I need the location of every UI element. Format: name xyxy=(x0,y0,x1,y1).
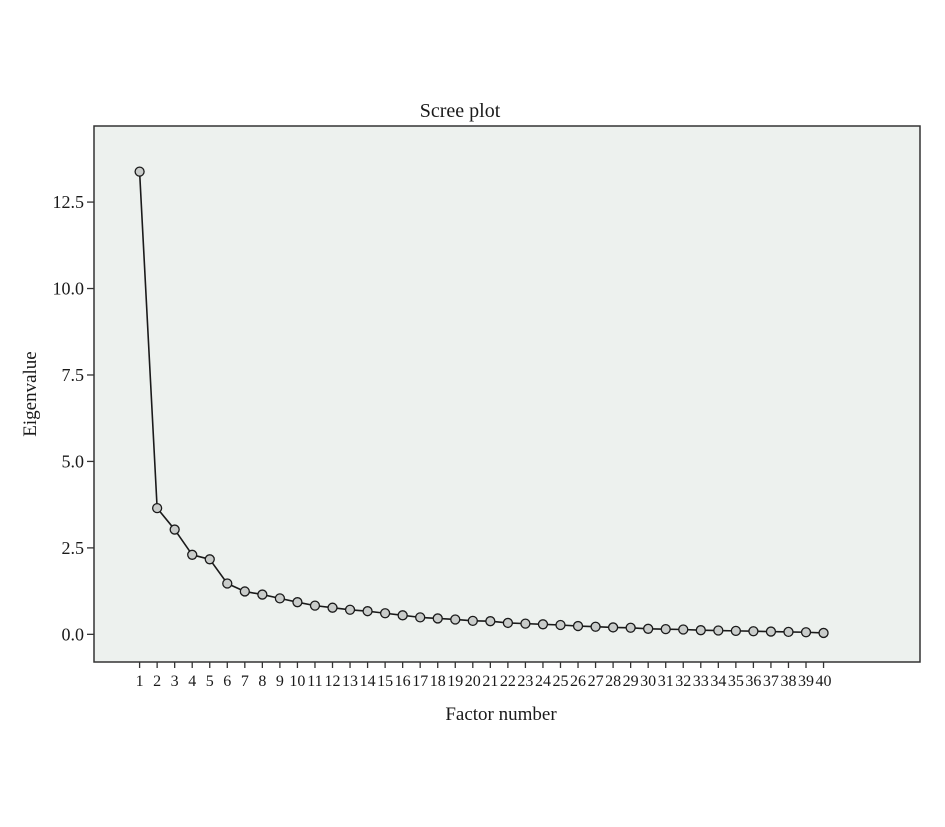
data-point xyxy=(344,604,356,615)
x-tick-label: 20 xyxy=(465,673,481,690)
data-point xyxy=(257,589,268,600)
x-tick-label: 18 xyxy=(430,673,446,690)
data-point xyxy=(607,622,619,633)
x-tick-label: 25 xyxy=(552,673,568,690)
data-point xyxy=(292,597,303,608)
x-axis-label: Factor number xyxy=(445,704,557,725)
y-tick-label: 12.5 xyxy=(53,192,85,212)
x-axis: 1 2 3 4 5 6 7 8 9 10 11 12 13 14 15 16 17 18 19 20 21 22 23 24 2… xyxy=(136,662,832,690)
x-tick-label: 19 xyxy=(447,673,463,690)
x-tick-label: 12 xyxy=(325,673,341,690)
data-line-layer xyxy=(138,171,824,634)
x-tick-label: 17 xyxy=(412,673,428,690)
x-tick-label: 30 xyxy=(640,673,656,690)
x-tick-label: 13 xyxy=(342,673,358,690)
data-point xyxy=(134,166,145,177)
data-point xyxy=(432,613,443,624)
x-tick-label: 7 xyxy=(241,673,249,690)
x-tick-label: 3 xyxy=(171,673,179,690)
x-tick-label: 1 xyxy=(136,673,144,690)
x-tick-label: 33 xyxy=(693,673,709,690)
data-point xyxy=(397,610,408,621)
data-point xyxy=(678,624,689,635)
x-tick-label: 21 xyxy=(482,673,498,690)
data-point xyxy=(415,612,426,623)
data-point xyxy=(643,623,654,634)
data-point xyxy=(327,602,338,613)
x-tick-label: 24 xyxy=(535,673,551,690)
data-point xyxy=(765,626,777,637)
x-tick-label: 23 xyxy=(517,673,533,690)
y-axis-label: Eigenvalue xyxy=(20,351,41,436)
data-point xyxy=(204,554,215,565)
data-point xyxy=(169,524,180,535)
data-point xyxy=(309,600,321,611)
data-point xyxy=(222,578,233,589)
data-point xyxy=(748,626,759,637)
y-tick-label: 5.0 xyxy=(62,451,85,471)
x-tick-label: 8 xyxy=(258,673,266,690)
x-tick-label: 9 xyxy=(276,673,284,690)
data-point xyxy=(625,622,636,633)
data-point xyxy=(362,606,373,617)
data-point xyxy=(274,593,286,604)
x-tick-label: 22 xyxy=(500,673,516,690)
data-point xyxy=(485,616,496,627)
x-tick-label: 39 xyxy=(798,673,814,690)
x-tick-label: 4 xyxy=(188,673,196,690)
data-point xyxy=(467,615,478,626)
data-point xyxy=(660,624,671,635)
data-point xyxy=(379,608,391,619)
x-tick-label: 16 xyxy=(395,673,411,690)
x-tick-label: 29 xyxy=(623,673,639,690)
data-point-layer xyxy=(134,166,829,639)
x-tick-label: 6 xyxy=(223,673,231,690)
x-tick-label: 11 xyxy=(307,673,322,690)
x-tick-label: 26 xyxy=(570,673,586,690)
series-line xyxy=(138,171,824,634)
data-point xyxy=(187,549,198,560)
data-point xyxy=(818,627,829,639)
x-tick-label: 37 xyxy=(763,673,779,690)
x-tick-label: 27 xyxy=(588,673,604,690)
y-axis: 0.0 2.5 5.0 7.5 10.0 12.5 xyxy=(53,192,94,644)
y-tick-label: 2.5 xyxy=(62,538,85,558)
data-point xyxy=(239,586,250,597)
x-tick-label: 32 xyxy=(675,673,691,690)
x-tick-label: 38 xyxy=(780,673,796,690)
plot-area xyxy=(93,125,921,663)
data-point xyxy=(555,619,566,631)
y-tick-label: 10.0 xyxy=(53,279,85,299)
data-point xyxy=(800,627,812,638)
data-point xyxy=(450,614,461,625)
x-tick-label: 14 xyxy=(360,673,376,690)
x-tick-label: 40 xyxy=(816,673,832,690)
x-tick-label: 2 xyxy=(153,673,161,690)
data-point xyxy=(572,620,584,632)
x-tick-label: 31 xyxy=(658,673,674,690)
data-point xyxy=(502,617,514,629)
data-point xyxy=(713,625,724,636)
y-tick-label: 7.5 xyxy=(62,365,85,385)
x-tick-label: 10 xyxy=(289,673,305,690)
x-tick-label: 36 xyxy=(745,673,761,690)
data-point xyxy=(730,625,742,637)
x-tick-label: 5 xyxy=(206,673,214,690)
x-tick-label: 35 xyxy=(728,673,744,690)
data-point xyxy=(590,621,601,632)
data-point xyxy=(151,502,163,514)
x-tick-label: 34 xyxy=(710,673,726,690)
chart-title: Scree plot xyxy=(420,100,501,122)
data-point xyxy=(783,626,794,638)
x-tick-label: 15 xyxy=(377,673,393,690)
y-tick-label: 0.0 xyxy=(62,624,85,644)
data-point xyxy=(695,625,706,636)
data-point xyxy=(520,618,531,629)
x-tick-label: 28 xyxy=(605,673,621,690)
data-point xyxy=(537,619,549,630)
